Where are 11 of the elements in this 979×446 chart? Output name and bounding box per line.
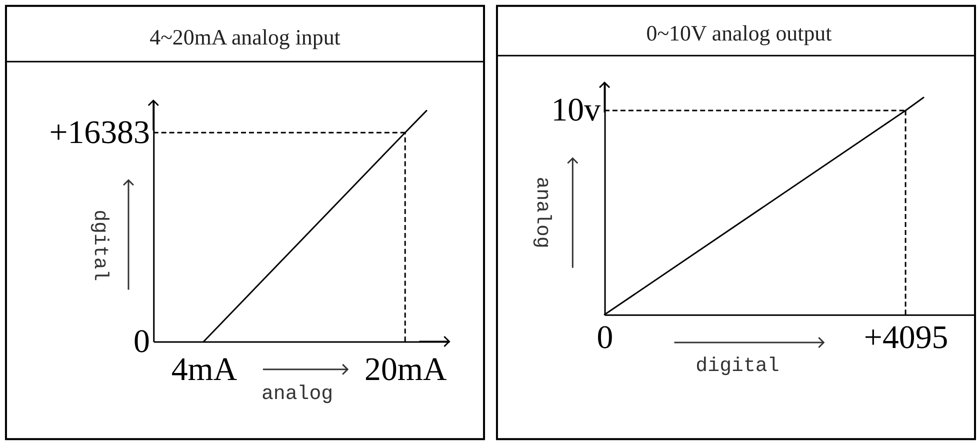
x-tick-label: +4095 [864,320,948,356]
x-axis-title: analog [261,382,334,405]
x-tick-label: 20mA [364,352,447,388]
chart-title: 4~20mA analog input [150,24,340,50]
chart-title: 0~10V analog output [646,20,832,46]
annotation: 10v [551,92,602,128]
x-axis-title: digital [696,354,780,377]
y-axis-title: analog [531,176,554,248]
x-tick-label: 4mA [171,352,238,388]
y-axis-title: dgital [89,210,112,282]
y-tick-label: +16383 [49,115,150,152]
